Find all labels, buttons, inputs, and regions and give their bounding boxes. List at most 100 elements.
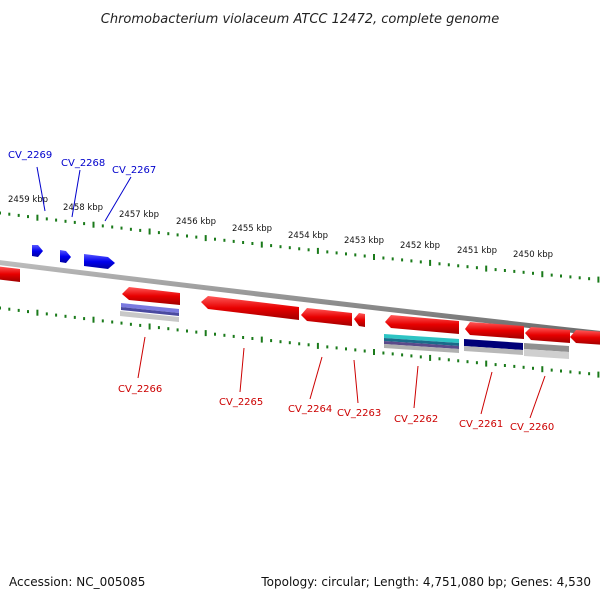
minor-tick: [232, 334, 235, 338]
minor-tick: [345, 252, 347, 256]
scale-label: 2455 kbp: [232, 224, 272, 234]
minor-tick: [186, 234, 188, 238]
minor-tick: [83, 222, 86, 226]
gene-label[interactable]: CV_2260: [510, 422, 554, 433]
gene-arrow-cv-2261[interactable]: [465, 322, 524, 339]
gene-label[interactable]: CV_2265: [219, 397, 263, 408]
major-tick: [204, 330, 207, 337]
major-tick: [429, 259, 432, 266]
minor-tick: [120, 226, 123, 230]
outer-scale-ticks: [0, 211, 600, 283]
minor-tick: [457, 359, 460, 363]
gene-arrow-cv-2262[interactable]: [385, 315, 459, 334]
minor-tick: [419, 260, 422, 264]
minor-tick: [503, 364, 506, 367]
scale-label: 2453 kbp: [344, 236, 384, 246]
major-tick: [36, 214, 39, 221]
gene-arrow-cv-2267[interactable]: [84, 254, 115, 269]
minor-tick: [8, 307, 11, 311]
gene-label[interactable]: CV_2262: [394, 414, 438, 425]
gene-label[interactable]: CV_2261: [459, 419, 503, 430]
gene-label[interactable]: CV_2264: [288, 404, 332, 415]
minor-tick: [176, 233, 179, 237]
scale-label: 2456 kbp: [176, 217, 216, 227]
minor-tick: [139, 228, 142, 232]
gene-arrow-cv-2268[interactable]: [60, 250, 71, 263]
minor-tick: [279, 340, 282, 344]
major-tick: [429, 354, 432, 361]
feature-tracks: [120, 303, 569, 359]
scale-label: 2457 kbp: [119, 210, 159, 220]
minor-tick: [578, 371, 581, 375]
minor-tick: [363, 254, 366, 258]
major-tick: [373, 254, 375, 260]
minor-tick: [17, 308, 20, 312]
gene-arrow-partial[interactable]: [0, 266, 20, 282]
minor-tick: [578, 276, 581, 280]
minor-tick: [111, 320, 114, 324]
minor-tick: [251, 242, 254, 245]
minor-tick: [176, 328, 179, 332]
minor-tick: [242, 241, 245, 244]
gene-arrow-partial-right[interactable]: [570, 330, 600, 345]
minor-tick: [214, 332, 216, 336]
minor-tick: [457, 264, 460, 268]
minor-tick: [8, 212, 11, 216]
minor-tick: [27, 215, 29, 219]
minor-tick: [335, 251, 338, 255]
minor-tick: [513, 269, 516, 273]
minor-tick: [45, 312, 48, 316]
minor-tick: [335, 346, 338, 350]
minor-tick: [391, 257, 394, 261]
inner-scale-ticks: [0, 306, 600, 378]
major-tick: [148, 228, 151, 235]
gene-arrow-cv-2269[interactable]: [32, 245, 43, 257]
minor-tick: [569, 275, 572, 279]
minor-tick: [298, 342, 301, 346]
gene-label[interactable]: CV_2267: [112, 165, 156, 176]
scale-label: 2459 kbp: [8, 195, 48, 205]
minor-tick: [167, 232, 170, 236]
gene-labels: CV_2269 CV_2268 CV_2267 CV_2266 CV_2265 …: [8, 150, 554, 433]
minor-tick: [129, 227, 132, 231]
minor-tick: [242, 336, 245, 339]
minor-tick: [466, 360, 469, 364]
minor-tick: [111, 225, 114, 229]
gene-arrow-cv-2263[interactable]: [354, 313, 365, 327]
minor-tick: [382, 256, 385, 260]
minor-tick: [363, 349, 366, 353]
gene-label[interactable]: CV_2266: [118, 384, 162, 395]
minor-tick: [45, 217, 48, 221]
minor-tick: [0, 211, 1, 215]
minor-tick: [186, 329, 188, 333]
scale-label: 2450 kbp: [513, 250, 553, 260]
minor-tick: [354, 253, 357, 257]
major-tick: [541, 366, 544, 373]
minor-tick: [288, 246, 291, 250]
gene-arrow-cv-2266[interactable]: [122, 287, 180, 305]
minor-tick: [382, 351, 385, 355]
minor-tick: [27, 310, 29, 314]
gene-label[interactable]: CV_2263: [337, 408, 381, 419]
minor-tick: [588, 277, 591, 281]
major-tick: [316, 247, 319, 254]
gene-arrow-cv-2260[interactable]: [525, 327, 570, 343]
minor-tick: [195, 330, 198, 334]
minor-tick: [410, 259, 413, 263]
gene-arrow-cv-2265[interactable]: [201, 296, 299, 320]
minor-tick: [466, 265, 469, 269]
minor-tick: [64, 314, 67, 318]
scale-label: 2454 kbp: [288, 231, 328, 241]
gene-label[interactable]: CV_2268: [61, 158, 105, 169]
minor-tick: [298, 247, 301, 251]
gene-label[interactable]: CV_2269: [8, 150, 52, 161]
gene-arrow-cv-2264[interactable]: [301, 308, 352, 326]
major-tick: [148, 323, 151, 330]
major-tick: [597, 371, 600, 378]
minor-tick: [223, 333, 226, 337]
major-tick: [485, 360, 488, 367]
map-title: Chromobacterium violaceum ATCC 12472, co…: [101, 12, 499, 27]
minor-tick: [503, 269, 506, 272]
minor-tick: [569, 370, 572, 374]
